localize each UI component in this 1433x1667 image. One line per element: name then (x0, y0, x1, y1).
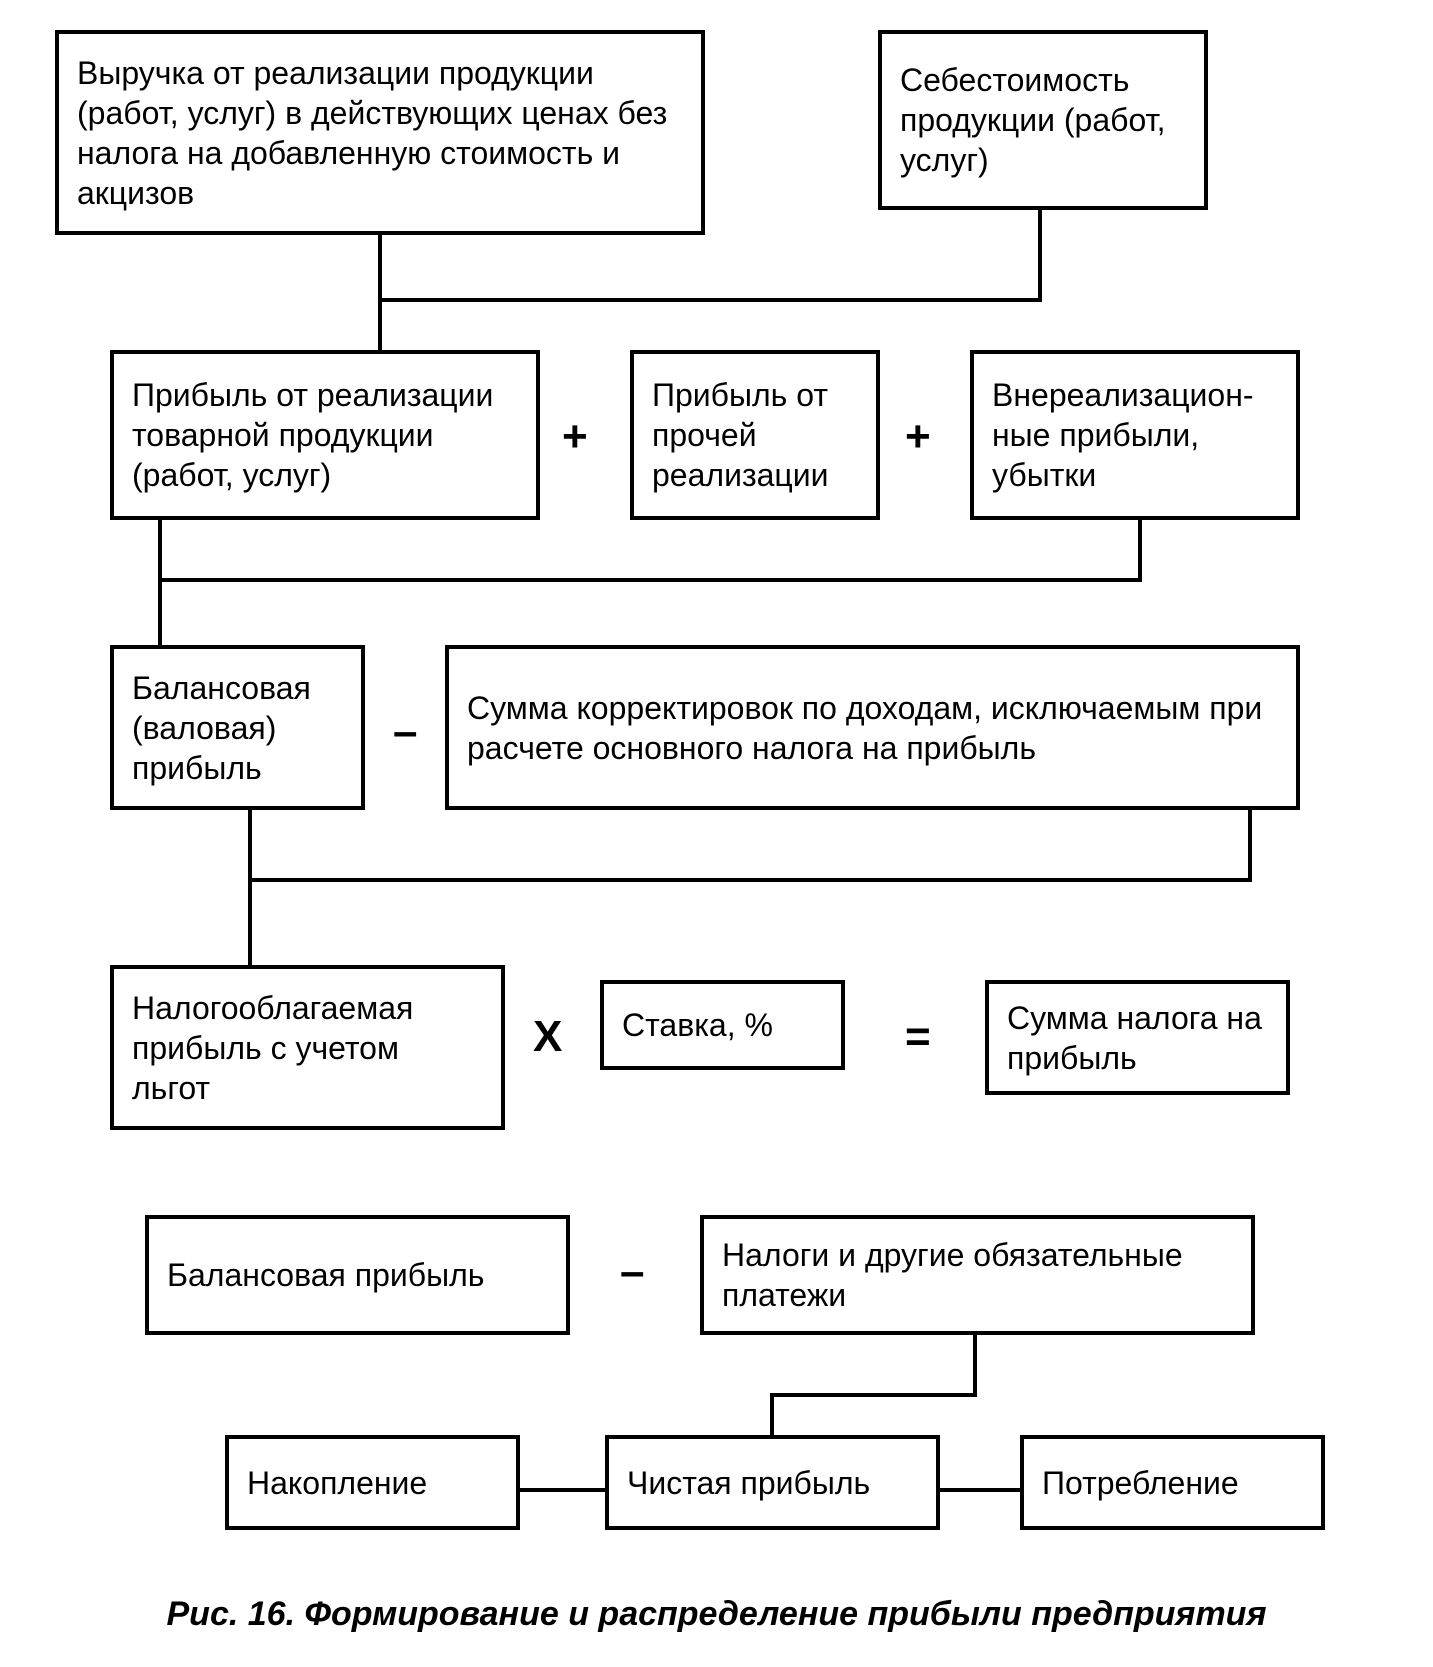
operator-plus-1: + (562, 415, 588, 459)
node-label: Потребление (1042, 1463, 1239, 1503)
node-label: Себестоимость продукции (работ, услуг) (900, 60, 1186, 180)
node-label: Налогооблагаемая прибыль с учетом льгот (132, 988, 483, 1108)
operator-eq: = (905, 1015, 931, 1059)
connector-line (772, 1335, 975, 1435)
node-label: Налоги и другие обязательные платежи (722, 1235, 1233, 1315)
node-label: Накопление (247, 1463, 427, 1503)
node-profit-sales: Прибыль от реализации товарной продукции… (110, 350, 540, 520)
operator-minus-2: – (620, 1250, 644, 1294)
node-adjust: Сумма корректировок по доходам, исключае… (445, 645, 1300, 810)
node-label: Внереализацион­ные прибыли, убытки (992, 375, 1278, 495)
connector-line (250, 810, 1250, 880)
node-consume: Потребление (1020, 1435, 1325, 1530)
node-taxable: Налогооблагаемая прибыль с учетом льгот (110, 965, 505, 1130)
operator-minus-1: – (393, 710, 417, 754)
node-label: Балансовая прибыль (167, 1255, 484, 1295)
node-label: Прибыль от прочей реализации (652, 375, 858, 495)
node-cost: Себестоимость продукции (работ, услуг) (878, 30, 1208, 210)
node-taxsum: Сумма налога на прибыль (985, 980, 1290, 1095)
node-label: Выручка от реализации продукции (работ, … (77, 53, 683, 213)
node-mandpay: Налоги и другие обязательные платежи (700, 1215, 1255, 1335)
node-balance: Балансовая (валовая) прибыль (110, 645, 365, 810)
node-label: Ставка, % (622, 1005, 773, 1045)
node-rate: Ставка, % (600, 980, 845, 1070)
figure-caption: Рис. 16. Формирование и распределение пр… (0, 1595, 1433, 1634)
node-balance2: Балансовая прибыль (145, 1215, 570, 1335)
operator-mult: Х (533, 1015, 562, 1059)
operator-plus-2: + (905, 415, 931, 459)
node-label: Прибыль от реализации товарной продукции… (132, 375, 518, 495)
node-label: Чистая прибыль (627, 1463, 870, 1503)
node-accum: Накопление (225, 1435, 520, 1530)
node-profit-other: Прибыль от прочей реализации (630, 350, 880, 520)
node-profit-nonop: Внереализацион­ные прибыли, убытки (970, 350, 1300, 520)
node-label: Сумма налога на прибыль (1007, 998, 1268, 1078)
connector-line (160, 520, 1140, 580)
connectors-layer (0, 0, 1433, 1667)
node-label: Балансовая (валовая) прибыль (132, 668, 343, 788)
diagram-stage: Выручка от реализации продукции (работ, … (0, 0, 1433, 1667)
node-revenue: Выручка от реализации продукции (работ, … (55, 30, 705, 235)
node-label: Сумма корректировок по доходам, исключае… (467, 688, 1278, 768)
node-netprofit: Чистая прибыль (605, 1435, 940, 1530)
